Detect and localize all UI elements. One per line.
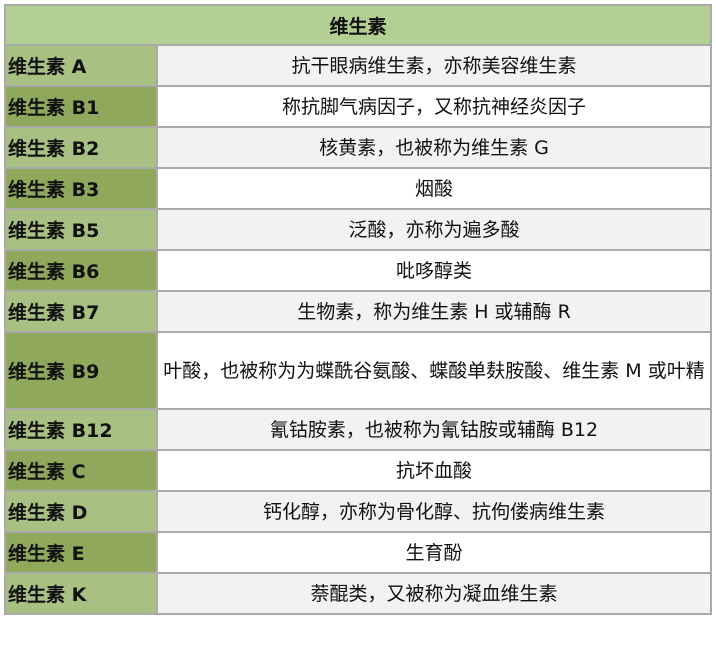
- vitamin-description: 烟酸: [156, 167, 712, 210]
- vitamin-name: 维生素 B1: [4, 85, 158, 128]
- vitamin-description: 泛酸，亦称为遍多酸: [156, 208, 712, 251]
- vitamin-name: 维生素 B12: [4, 408, 158, 451]
- vitamin-name: 维生素 B2: [4, 126, 158, 169]
- vitamin-description: 氰钴胺素，也被称为氰钴胺或辅酶 B12: [156, 408, 712, 451]
- vitamin-description: 生物素，称为维生素 H 或辅酶 R: [156, 290, 712, 333]
- vitamin-name: 维生素 D: [4, 490, 158, 533]
- vitamin-name: 维生素 K: [4, 572, 158, 615]
- table-row: 维生素 B3 烟酸: [4, 167, 712, 210]
- table-row: 维生素 E 生育酚: [4, 531, 712, 574]
- vitamin-description: 叶酸，也被称为为蝶酰谷氨酸、蝶酸单麸胺酸、维生素 M 或叶精: [156, 331, 712, 410]
- table-row: 维生素 K 萘醌类，又被称为凝血维生素: [4, 572, 712, 615]
- vitamin-description: 称抗脚气病因子，又称抗神经炎因子: [156, 85, 712, 128]
- table-row: 维生素 B7 生物素，称为维生素 H 或辅酶 R: [4, 290, 712, 333]
- table-row: 维生素 B9 叶酸，也被称为为蝶酰谷氨酸、蝶酸单麸胺酸、维生素 M 或叶精: [4, 331, 712, 410]
- vitamin-description: 钙化醇，亦称为骨化醇、抗佝偻病维生素: [156, 490, 712, 533]
- table-row: 维生素 B5 泛酸，亦称为遍多酸: [4, 208, 712, 251]
- table-row: 维生素 B12 氰钴胺素，也被称为氰钴胺或辅酶 B12: [4, 408, 712, 451]
- vitamin-description: 萘醌类，又被称为凝血维生素: [156, 572, 712, 615]
- table-row: 维生素 B6 吡哆醇类: [4, 249, 712, 292]
- table-row: 维生素 B1 称抗脚气病因子，又称抗神经炎因子: [4, 85, 712, 128]
- vitamin-description: 抗坏血酸: [156, 449, 712, 492]
- vitamin-name: 维生素 B5: [4, 208, 158, 251]
- table-row: 维生素 B2 核黄素，也被称为维生素 G: [4, 126, 712, 169]
- vitamin-name: 维生素 B9: [4, 331, 158, 410]
- vitamin-description: 吡哆醇类: [156, 249, 712, 292]
- table-row: 维生素 A 抗干眼病维生素，亦称美容维生素: [4, 44, 712, 87]
- table-row: 维生素 D 钙化醇，亦称为骨化醇、抗佝偻病维生素: [4, 490, 712, 533]
- vitamin-description: 生育酚: [156, 531, 712, 574]
- vitamin-name: 维生素 B7: [4, 290, 158, 333]
- vitamin-description: 抗干眼病维生素，亦称美容维生素: [156, 44, 712, 87]
- vitamin-name: 维生素 B3: [4, 167, 158, 210]
- vitamin-description: 核黄素，也被称为维生素 G: [156, 126, 712, 169]
- vitamin-name: 维生素 C: [4, 449, 158, 492]
- vitamin-name: 维生素 E: [4, 531, 158, 574]
- vitamin-name: 维生素 A: [4, 44, 158, 87]
- table-title: 维生素: [4, 4, 712, 46]
- vitamin-name: 维生素 B6: [4, 249, 158, 292]
- vitamin-table: 维生素 维生素 A 抗干眼病维生素，亦称美容维生素 维生素 B1 称抗脚气病因子，又称…: [4, 4, 712, 615]
- table-row: 维生素 C 抗坏血酸: [4, 449, 712, 492]
